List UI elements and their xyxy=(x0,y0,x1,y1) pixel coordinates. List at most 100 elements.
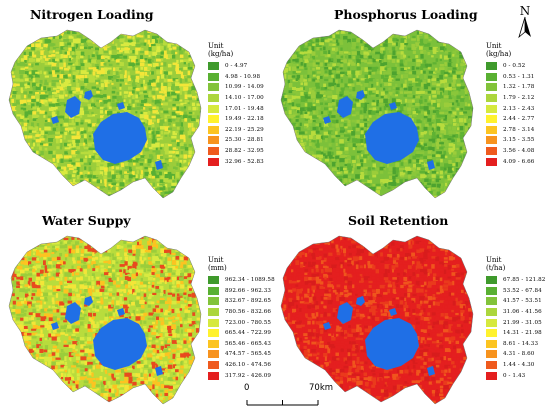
legend-item: 426.10 - 474.56 xyxy=(208,360,275,371)
legend-swatch xyxy=(486,350,497,359)
lake xyxy=(84,90,93,100)
legend-item: 0 - 0.52 xyxy=(486,61,534,72)
legend-item: 31.06 - 41.56 xyxy=(486,307,545,318)
legend-swatch xyxy=(208,276,219,285)
legend-label: 2.44 - 2.77 xyxy=(503,116,535,123)
legend-label: 832.67 - 892.65 xyxy=(225,298,272,305)
legend-unit: Unit (mm) xyxy=(208,256,227,272)
legend-swatch xyxy=(208,318,219,327)
lake xyxy=(365,318,419,370)
legend: Unit (t/ha) 67.85 - 121.82 53.52 - 67.84 41… xyxy=(486,256,545,381)
legend-label: 3.15 - 3.55 xyxy=(503,137,535,144)
legend-item: 0 - 4.97 xyxy=(208,61,264,72)
legend-label: 28.82 - 32.95 xyxy=(225,148,264,155)
legend-swatch xyxy=(486,286,497,295)
legend-unit: Unit (kg/ha) xyxy=(208,42,234,58)
legend-label: 14.31 - 21.98 xyxy=(503,330,542,337)
legend-item: 53.52 - 67.84 xyxy=(486,286,545,297)
legend-label: 2.78 - 3.14 xyxy=(503,126,535,133)
legend-item: 67.85 - 121.82 xyxy=(486,275,545,286)
legend-swatch xyxy=(486,115,497,124)
legend-item: 665.44 - 722.99 xyxy=(208,328,275,339)
legend-label: 14.10 - 17.00 xyxy=(225,95,264,102)
legend: Unit (kg/ha) 0 - 0.52 0.53 - 1.31 1.32 - 1.… xyxy=(486,42,534,167)
legend-swatch xyxy=(208,308,219,317)
legend-label: 426.10 - 474.56 xyxy=(225,362,272,369)
map-water-supply xyxy=(8,235,202,405)
legend: Unit (kg/ha) 0 - 4.97 4.98 - 10.98 10.99 - … xyxy=(208,42,264,167)
lake xyxy=(356,296,365,306)
legend-swatch xyxy=(208,339,219,348)
legend-item: 565.46 - 665.43 xyxy=(208,339,275,350)
legend-swatch xyxy=(208,350,219,359)
legend-label: 17.01 - 19.48 xyxy=(225,105,264,112)
legend-item: 4.31 - 8.60 xyxy=(486,349,545,360)
legend-swatch xyxy=(486,157,497,166)
legend-swatch xyxy=(486,361,497,370)
lake xyxy=(389,308,397,316)
legend-label: 317.92 - 426.09 xyxy=(225,372,272,379)
legend-label: 19.49 - 22.18 xyxy=(225,116,264,123)
legend-item: 1.32 - 1.78 xyxy=(486,82,534,93)
legend-swatch xyxy=(486,147,497,156)
legend-label: 4.31 - 8.60 xyxy=(503,351,535,358)
legend-swatch xyxy=(208,371,219,380)
legend-label: 0 - 1.43 xyxy=(503,372,526,379)
lake xyxy=(356,90,365,100)
legend-label: 962.34 - 1089.58 xyxy=(225,277,275,284)
legend-label: 4.09 - 6.66 xyxy=(503,158,535,165)
map-soil-retention xyxy=(280,235,474,405)
legend-item: 780.56 - 832.66 xyxy=(208,307,275,318)
legend-swatch xyxy=(208,62,219,71)
legend-label: 665.44 - 722.99 xyxy=(225,330,272,337)
lake xyxy=(323,116,331,124)
legend-item: 2.44 - 2.77 xyxy=(486,114,534,125)
legend-item: 0 - 1.43 xyxy=(486,370,545,381)
panel-title: Water Suppy xyxy=(42,213,131,228)
legend-label: 780.56 - 832.66 xyxy=(225,309,272,316)
legend-swatch xyxy=(208,115,219,124)
legend-swatch xyxy=(208,286,219,295)
legend-item: 21.99 - 31.05 xyxy=(486,317,545,328)
legend-swatch xyxy=(486,297,497,306)
legend-item: 3.56 - 4.08 xyxy=(486,146,534,157)
legend-label: 0 - 4.97 xyxy=(225,63,248,70)
legend-label: 1.32 - 1.78 xyxy=(503,84,535,91)
legend-item: 17.01 - 19.48 xyxy=(208,103,264,114)
legend-item: 723.00 - 780.55 xyxy=(208,317,275,328)
lake xyxy=(65,302,81,324)
legend-item: 41.57 - 53.51 xyxy=(486,296,545,307)
lake xyxy=(365,112,419,164)
legend-item: 4.98 - 10.98 xyxy=(208,72,264,83)
legend-item: 832.67 - 892.65 xyxy=(208,296,275,307)
lake xyxy=(93,318,147,370)
lake xyxy=(337,96,353,118)
legend-label: 21.99 - 31.05 xyxy=(503,319,542,326)
legend-item: 0.53 - 1.31 xyxy=(486,72,534,83)
legend-label: 53.52 - 67.84 xyxy=(503,287,542,294)
legend-swatch xyxy=(208,329,219,338)
legend-item: 317.92 - 426.09 xyxy=(208,370,275,381)
lake xyxy=(389,102,397,110)
legend-item: 2.78 - 3.14 xyxy=(486,125,534,136)
lake xyxy=(51,116,59,124)
legend-label: 565.46 - 665.43 xyxy=(225,340,272,347)
lake xyxy=(155,160,163,170)
legend-label: 2.13 - 2.43 xyxy=(503,105,535,112)
north-label: N xyxy=(520,4,531,18)
legend-swatch xyxy=(486,276,497,285)
legend-item: 2.13 - 2.43 xyxy=(486,103,534,114)
panel-title: Soil Retention xyxy=(348,213,449,228)
lake xyxy=(337,302,353,324)
legend-swatch xyxy=(208,104,219,113)
lake xyxy=(84,296,93,306)
legend-item: 8.61 - 14.33 xyxy=(486,339,545,350)
legend-swatch xyxy=(486,136,497,145)
legend-label: 25.30 - 28.81 xyxy=(225,137,264,144)
legend-swatch xyxy=(208,83,219,92)
legend-label: 8.61 - 14.33 xyxy=(503,340,539,347)
legend-swatch xyxy=(486,339,497,348)
legend-item: 4.09 - 6.66 xyxy=(486,156,534,167)
legend-label: 474.57 - 565.45 xyxy=(225,351,272,358)
legend-label: 31.06 - 41.56 xyxy=(503,309,542,316)
